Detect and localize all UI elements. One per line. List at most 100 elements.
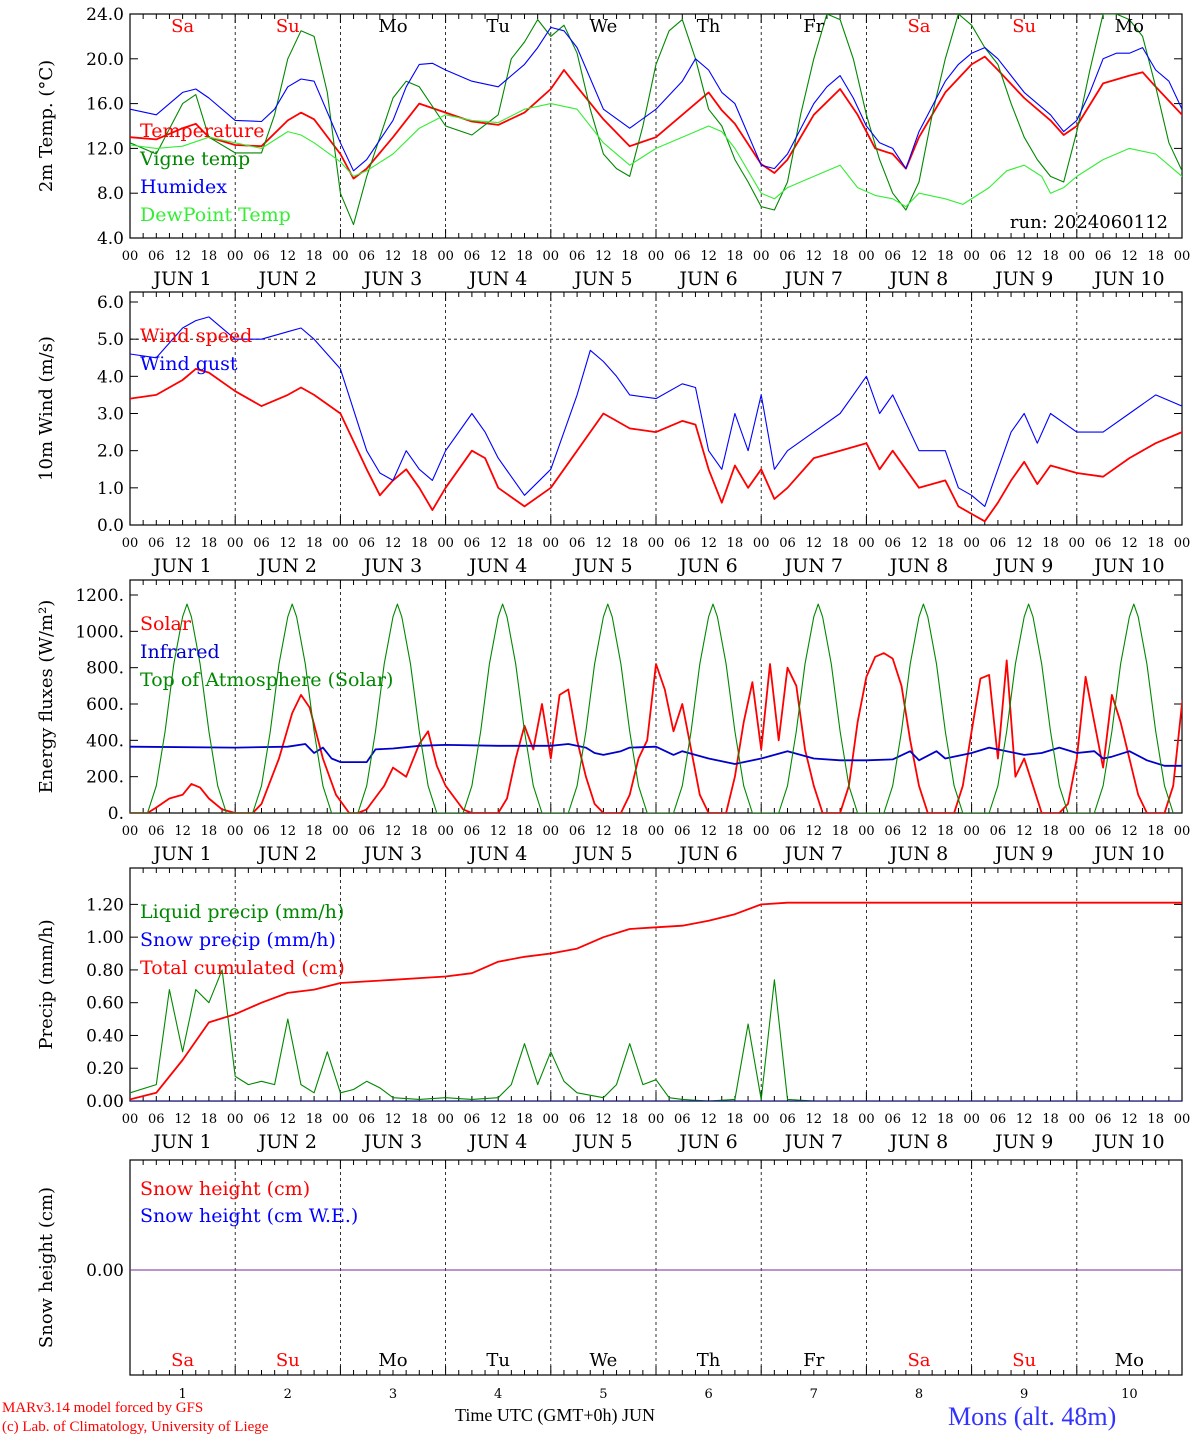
hour-tick-label: 12: [911, 1112, 928, 1127]
hour-tick-label: 00: [753, 536, 770, 551]
weekday-label: Tu: [486, 1350, 510, 1371]
day-number-label: 1: [178, 1387, 186, 1402]
y-tick-label: 0.60: [86, 994, 124, 1014]
y-tick-label: 1000.: [75, 622, 124, 642]
legend-entry: Top of Atmosphere (Solar): [140, 669, 393, 691]
hour-tick-label: 18: [201, 1112, 218, 1127]
day-number-label: 9: [1020, 1387, 1028, 1402]
hour-tick-label: 18: [1147, 824, 1164, 839]
legend-entry: Solar: [140, 613, 192, 635]
hour-tick-label: 00: [122, 249, 139, 264]
y-tick-label: 0.20: [86, 1059, 124, 1079]
day-label: JUN 2: [257, 555, 317, 577]
hour-tick-label: 06: [1095, 824, 1112, 839]
panel-4: 0.00 0.20 0.40 0.60 0.80 1.00 1.20 Precip (mm/h…: [36, 867, 1190, 1153]
series-group: [130, 901, 1182, 1101]
hour-tick-label: 12: [595, 249, 612, 264]
panel-1: 4.0 8.0 12.0 16.0 20.0 24.0 2m Temp. (°C) Tempe…: [36, 5, 1190, 290]
hour-tick-label: 00: [1069, 1112, 1086, 1127]
hour-tick-label: 12: [385, 824, 402, 839]
day-label: JUN 5: [572, 1131, 632, 1153]
y-tick-label: 0.40: [86, 1026, 124, 1046]
weekday-label: We: [590, 16, 618, 37]
series-line: [130, 652, 1182, 813]
weekday-label: Sa: [171, 1350, 194, 1371]
weekday-label: Tu: [486, 16, 510, 37]
hour-tick-label: 00: [227, 824, 244, 839]
hour-tick-label: 00: [753, 249, 770, 264]
hour-tick-label: 12: [280, 249, 297, 264]
hour-tick-label: 00: [122, 824, 139, 839]
hour-tick-label: 00: [332, 1112, 349, 1127]
hour-tick-label: 18: [306, 536, 323, 551]
hour-tick-label: 12: [806, 536, 823, 551]
y-tick-label: 4.0: [97, 367, 124, 387]
y-tick-label: 12.0: [86, 139, 124, 159]
hour-tick-label: 12: [280, 824, 297, 839]
hour-tick-label: 00: [332, 824, 349, 839]
hour-tick-label: 12: [700, 1112, 717, 1127]
hour-tick-label: 00: [1069, 249, 1086, 264]
hour-tick-label: 12: [174, 1112, 191, 1127]
hour-tick-label: 00: [437, 249, 454, 264]
y-axis-title: 2m Temp. (°C): [36, 60, 57, 192]
y-tick-label: 600.: [86, 695, 124, 715]
hour-tick-label: 00: [963, 249, 980, 264]
day-label: JUN 8: [888, 268, 948, 290]
hour-tick-label: 00: [648, 1112, 665, 1127]
y-tick-label: 20.0: [86, 50, 124, 70]
day-label: JUN 3: [362, 268, 422, 290]
legend-entry: Snow height (cm W.E.): [140, 1205, 358, 1227]
day-label: JUN 6: [677, 1131, 737, 1153]
hour-tick-label: 00: [437, 1112, 454, 1127]
hour-tick-label: 18: [621, 249, 638, 264]
y-tick-label: 24.0: [86, 5, 124, 25]
hour-tick-label: 00: [227, 536, 244, 551]
hour-tick-label: 12: [911, 249, 928, 264]
hour-tick-label: 00: [963, 1112, 980, 1127]
hour-tick-label: 06: [990, 1112, 1007, 1127]
hour-tick-label: 06: [464, 824, 481, 839]
y-tick-label: 2.0: [97, 442, 124, 462]
series-line: [130, 316, 1182, 507]
y-tick-label: 0.: [108, 804, 124, 824]
weekday-label: Sa: [171, 16, 194, 37]
y-tick-label: 1.00: [86, 928, 124, 948]
day-label: JUN 5: [572, 268, 632, 290]
legend-entry: Liquid precip (mm/h): [140, 901, 344, 923]
day-label: JUN 4: [467, 843, 527, 865]
day-label: JUN 8: [888, 843, 948, 865]
hour-tick-label: 12: [595, 1112, 612, 1127]
series-line: [130, 901, 1182, 1101]
hour-tick-label: 18: [1042, 1112, 1059, 1127]
hour-tick-label: 00: [332, 249, 349, 264]
hour-tick-label: 06: [1095, 536, 1112, 551]
series-line: [130, 26, 1182, 172]
legend-entry: Wind gust: [140, 353, 238, 375]
series-line: [130, 969, 1182, 1101]
y-tick-label: 200.: [86, 768, 124, 788]
hour-tick-label: 00: [227, 1112, 244, 1127]
hour-tick-label: 12: [490, 1112, 507, 1127]
hour-tick-label: 12: [1121, 536, 1138, 551]
hour-tick-label: 18: [516, 536, 533, 551]
day-number-label: 8: [915, 1387, 923, 1402]
hour-tick-label: 06: [990, 249, 1007, 264]
hour-tick-label: 18: [621, 536, 638, 551]
series-line: [130, 743, 1182, 767]
weekday-label: Su: [1012, 1350, 1036, 1371]
y-tick-label: 16.0: [86, 95, 124, 115]
series-group: [130, 14, 1182, 226]
day-label: JUN 7: [783, 1131, 843, 1153]
hour-tick-label: 06: [148, 824, 165, 839]
hour-tick-label: 18: [832, 1112, 849, 1127]
hour-tick-label: 18: [1042, 536, 1059, 551]
hour-tick-label: 18: [727, 824, 744, 839]
hour-tick-label: 18: [201, 249, 218, 264]
hour-tick-label: 12: [700, 536, 717, 551]
hour-tick-label: 18: [937, 536, 954, 551]
hour-tick-label: 12: [174, 536, 191, 551]
series-line: [130, 14, 1182, 226]
hour-tick-label: 18: [411, 249, 428, 264]
day-label: JUN 1: [151, 555, 211, 577]
